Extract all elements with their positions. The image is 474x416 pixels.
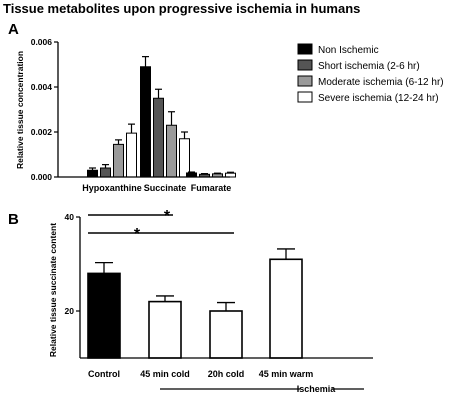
panel-b-bar	[209, 310, 243, 359]
panel-a-legend: Non Ischemic Short ischemia (2-6 hr) Moder…	[297, 43, 444, 104]
panel-b-bar	[269, 258, 303, 359]
panel-a-bar	[153, 97, 164, 178]
panel-a-y-tick-label: 0.002	[31, 127, 53, 137]
panel-a-y-tick-label: 0.006	[31, 37, 53, 47]
panel-a-y-ticks: 0.000 0.002 0.004 0.006	[31, 37, 58, 182]
panel-b-label: B	[8, 211, 19, 228]
panel-a-category-label: Succinate	[144, 183, 187, 193]
significance-star: *	[134, 226, 141, 243]
panel-b: B Relative tissue succinate content 2040…	[8, 208, 373, 394]
panel-a-label: A	[8, 21, 19, 38]
legend-swatch	[297, 75, 313, 87]
panel-b-category-label: 20h cold	[208, 369, 245, 379]
panel-a-bar	[113, 143, 124, 178]
legend-label: Severe ischemia (12-24 hr)	[318, 93, 439, 104]
legend-label: Moderate ischemia (6-12 hr)	[318, 77, 444, 88]
panel-a: A Relative tissue concentration 0.0000.0…	[8, 21, 444, 193]
panel-b-category-labels: Control 45 min cold 20h cold 45 min warm	[88, 369, 313, 379]
panel-a-y-axis-label: Relative tissue concentration	[15, 51, 25, 169]
legend-swatch	[297, 59, 313, 71]
panel-b-y-tick-label: 40	[65, 212, 75, 222]
panel-b-bar	[87, 272, 121, 359]
panel-a-category-label: Fumarate	[191, 183, 232, 193]
legend-swatch	[297, 91, 313, 103]
panel-b-bars	[87, 248, 303, 359]
panel-a-bar	[166, 124, 177, 178]
panel-a-bar	[87, 169, 98, 178]
panel-a-bar	[140, 66, 151, 178]
panel-b-category-label: Control	[88, 369, 120, 379]
legend-label: Non Ischemic	[318, 45, 379, 56]
panel-a-bars	[87, 56, 236, 178]
panel-b-bar	[148, 300, 182, 359]
panel-a-y-tick-label: 0.004	[31, 82, 53, 92]
figure-title: Tissue metabolites upon progressive isch…	[3, 1, 360, 16]
panel-b-significance: **	[88, 208, 234, 243]
legend-label: Short ischemia (2-6 hr)	[318, 61, 420, 72]
legend-swatch	[297, 43, 313, 55]
panel-b-category-label: 45 min warm	[259, 369, 314, 379]
panel-a-bar	[100, 167, 111, 178]
panel-b-y-tick-label: 20	[65, 306, 75, 316]
panel-a-category-label: Hypoxanthine	[82, 183, 142, 193]
panel-b-category-label: 45 min cold	[140, 369, 190, 379]
panel-a-category-labels: Hypoxanthine Succinate Fumarate	[82, 183, 231, 193]
panel-a-bar	[179, 138, 190, 178]
significance-star: *	[164, 208, 171, 225]
ischemia-group-label: Ischemia	[297, 384, 337, 394]
panel-a-bar	[225, 172, 236, 178]
panel-a-bar	[126, 132, 137, 178]
panel-a-y-tick-label: 0.000	[31, 172, 53, 182]
panel-b-y-axis-label: Relative tissue succinate content	[48, 223, 58, 357]
